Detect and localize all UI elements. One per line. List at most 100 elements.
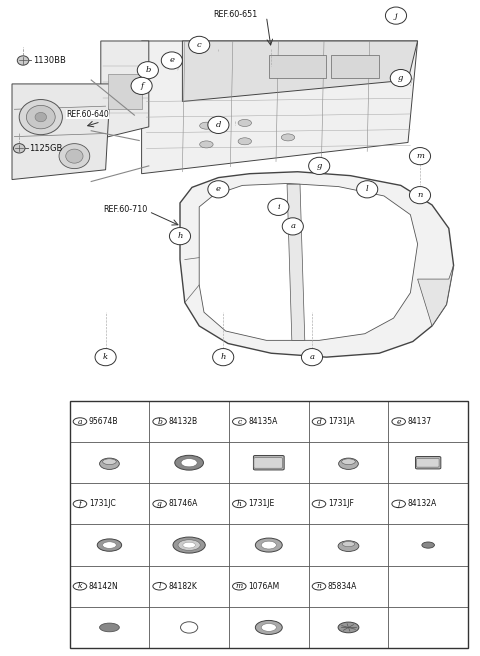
Bar — [108, 74, 142, 110]
Text: n: n — [417, 191, 423, 199]
Circle shape — [409, 186, 431, 204]
FancyBboxPatch shape — [254, 458, 282, 468]
Ellipse shape — [180, 622, 198, 633]
Text: l: l — [158, 583, 161, 590]
Circle shape — [312, 583, 326, 590]
Circle shape — [153, 583, 167, 590]
Ellipse shape — [338, 458, 359, 470]
Text: h: h — [177, 232, 183, 240]
Text: 1731JA: 1731JA — [328, 417, 354, 426]
Circle shape — [312, 500, 326, 508]
Text: b: b — [145, 66, 151, 74]
Polygon shape — [180, 172, 454, 357]
Ellipse shape — [103, 459, 116, 464]
Circle shape — [208, 116, 229, 133]
Ellipse shape — [200, 122, 213, 129]
Ellipse shape — [175, 455, 204, 470]
Text: 84182K: 84182K — [168, 582, 197, 591]
Text: d: d — [317, 417, 322, 426]
Text: 81746A: 81746A — [168, 499, 198, 508]
Circle shape — [301, 348, 323, 366]
Text: i: i — [277, 203, 280, 211]
Circle shape — [392, 500, 406, 508]
Text: e: e — [169, 56, 174, 64]
Ellipse shape — [338, 541, 359, 552]
Text: a: a — [78, 417, 82, 426]
Polygon shape — [418, 266, 454, 326]
Ellipse shape — [183, 543, 195, 548]
Bar — [269, 54, 326, 78]
Circle shape — [169, 228, 191, 245]
Circle shape — [19, 100, 62, 134]
Text: n: n — [317, 583, 322, 590]
Text: m: m — [236, 583, 243, 590]
Ellipse shape — [338, 622, 359, 633]
Circle shape — [153, 418, 167, 425]
Circle shape — [213, 348, 234, 366]
Circle shape — [312, 418, 326, 425]
Circle shape — [232, 418, 246, 425]
Circle shape — [13, 144, 25, 153]
Text: 1130BB: 1130BB — [33, 56, 65, 65]
Ellipse shape — [342, 541, 355, 546]
Text: c: c — [197, 41, 202, 49]
Text: g: g — [157, 500, 162, 508]
Ellipse shape — [342, 459, 355, 464]
Text: REF.60-651: REF.60-651 — [214, 10, 258, 19]
Circle shape — [161, 52, 182, 69]
Circle shape — [232, 500, 246, 508]
Polygon shape — [101, 41, 149, 138]
Bar — [70, 401, 468, 648]
Ellipse shape — [103, 542, 116, 548]
Circle shape — [95, 348, 116, 366]
Circle shape — [357, 180, 378, 198]
Circle shape — [309, 157, 330, 174]
Text: 1731JF: 1731JF — [328, 499, 354, 508]
Text: 84132B: 84132B — [168, 417, 198, 426]
Circle shape — [392, 418, 406, 425]
Ellipse shape — [255, 621, 282, 634]
Circle shape — [390, 70, 411, 87]
Ellipse shape — [181, 459, 197, 467]
Text: g: g — [316, 162, 322, 170]
Circle shape — [73, 418, 87, 425]
Ellipse shape — [99, 623, 120, 632]
Circle shape — [282, 218, 303, 235]
Ellipse shape — [99, 458, 120, 470]
Text: 1731JC: 1731JC — [89, 499, 116, 508]
Ellipse shape — [261, 541, 276, 549]
Text: m: m — [416, 152, 424, 160]
Ellipse shape — [238, 138, 252, 145]
Text: 84142N: 84142N — [89, 582, 119, 591]
Text: c: c — [237, 417, 241, 426]
Text: f: f — [79, 500, 82, 508]
Text: f: f — [140, 82, 143, 90]
Text: j: j — [395, 12, 397, 20]
Polygon shape — [182, 41, 418, 102]
Circle shape — [26, 106, 55, 129]
Text: k: k — [103, 353, 108, 361]
Text: 84135A: 84135A — [248, 417, 277, 426]
Circle shape — [189, 36, 210, 54]
Ellipse shape — [200, 141, 213, 148]
Polygon shape — [287, 184, 305, 340]
Ellipse shape — [261, 623, 276, 631]
Circle shape — [131, 77, 152, 94]
Circle shape — [35, 112, 47, 122]
FancyBboxPatch shape — [416, 457, 441, 469]
Circle shape — [232, 583, 246, 590]
Polygon shape — [142, 41, 418, 174]
FancyBboxPatch shape — [253, 455, 284, 470]
Circle shape — [409, 148, 431, 165]
Circle shape — [17, 56, 29, 65]
Text: a: a — [290, 222, 295, 230]
Text: b: b — [157, 417, 162, 426]
FancyBboxPatch shape — [416, 459, 439, 467]
Ellipse shape — [238, 119, 252, 127]
Text: e: e — [396, 417, 401, 426]
Text: d: d — [216, 121, 221, 129]
Ellipse shape — [255, 538, 282, 552]
Text: REF.60-710: REF.60-710 — [103, 205, 147, 215]
Text: e: e — [216, 185, 221, 194]
Circle shape — [153, 500, 167, 508]
